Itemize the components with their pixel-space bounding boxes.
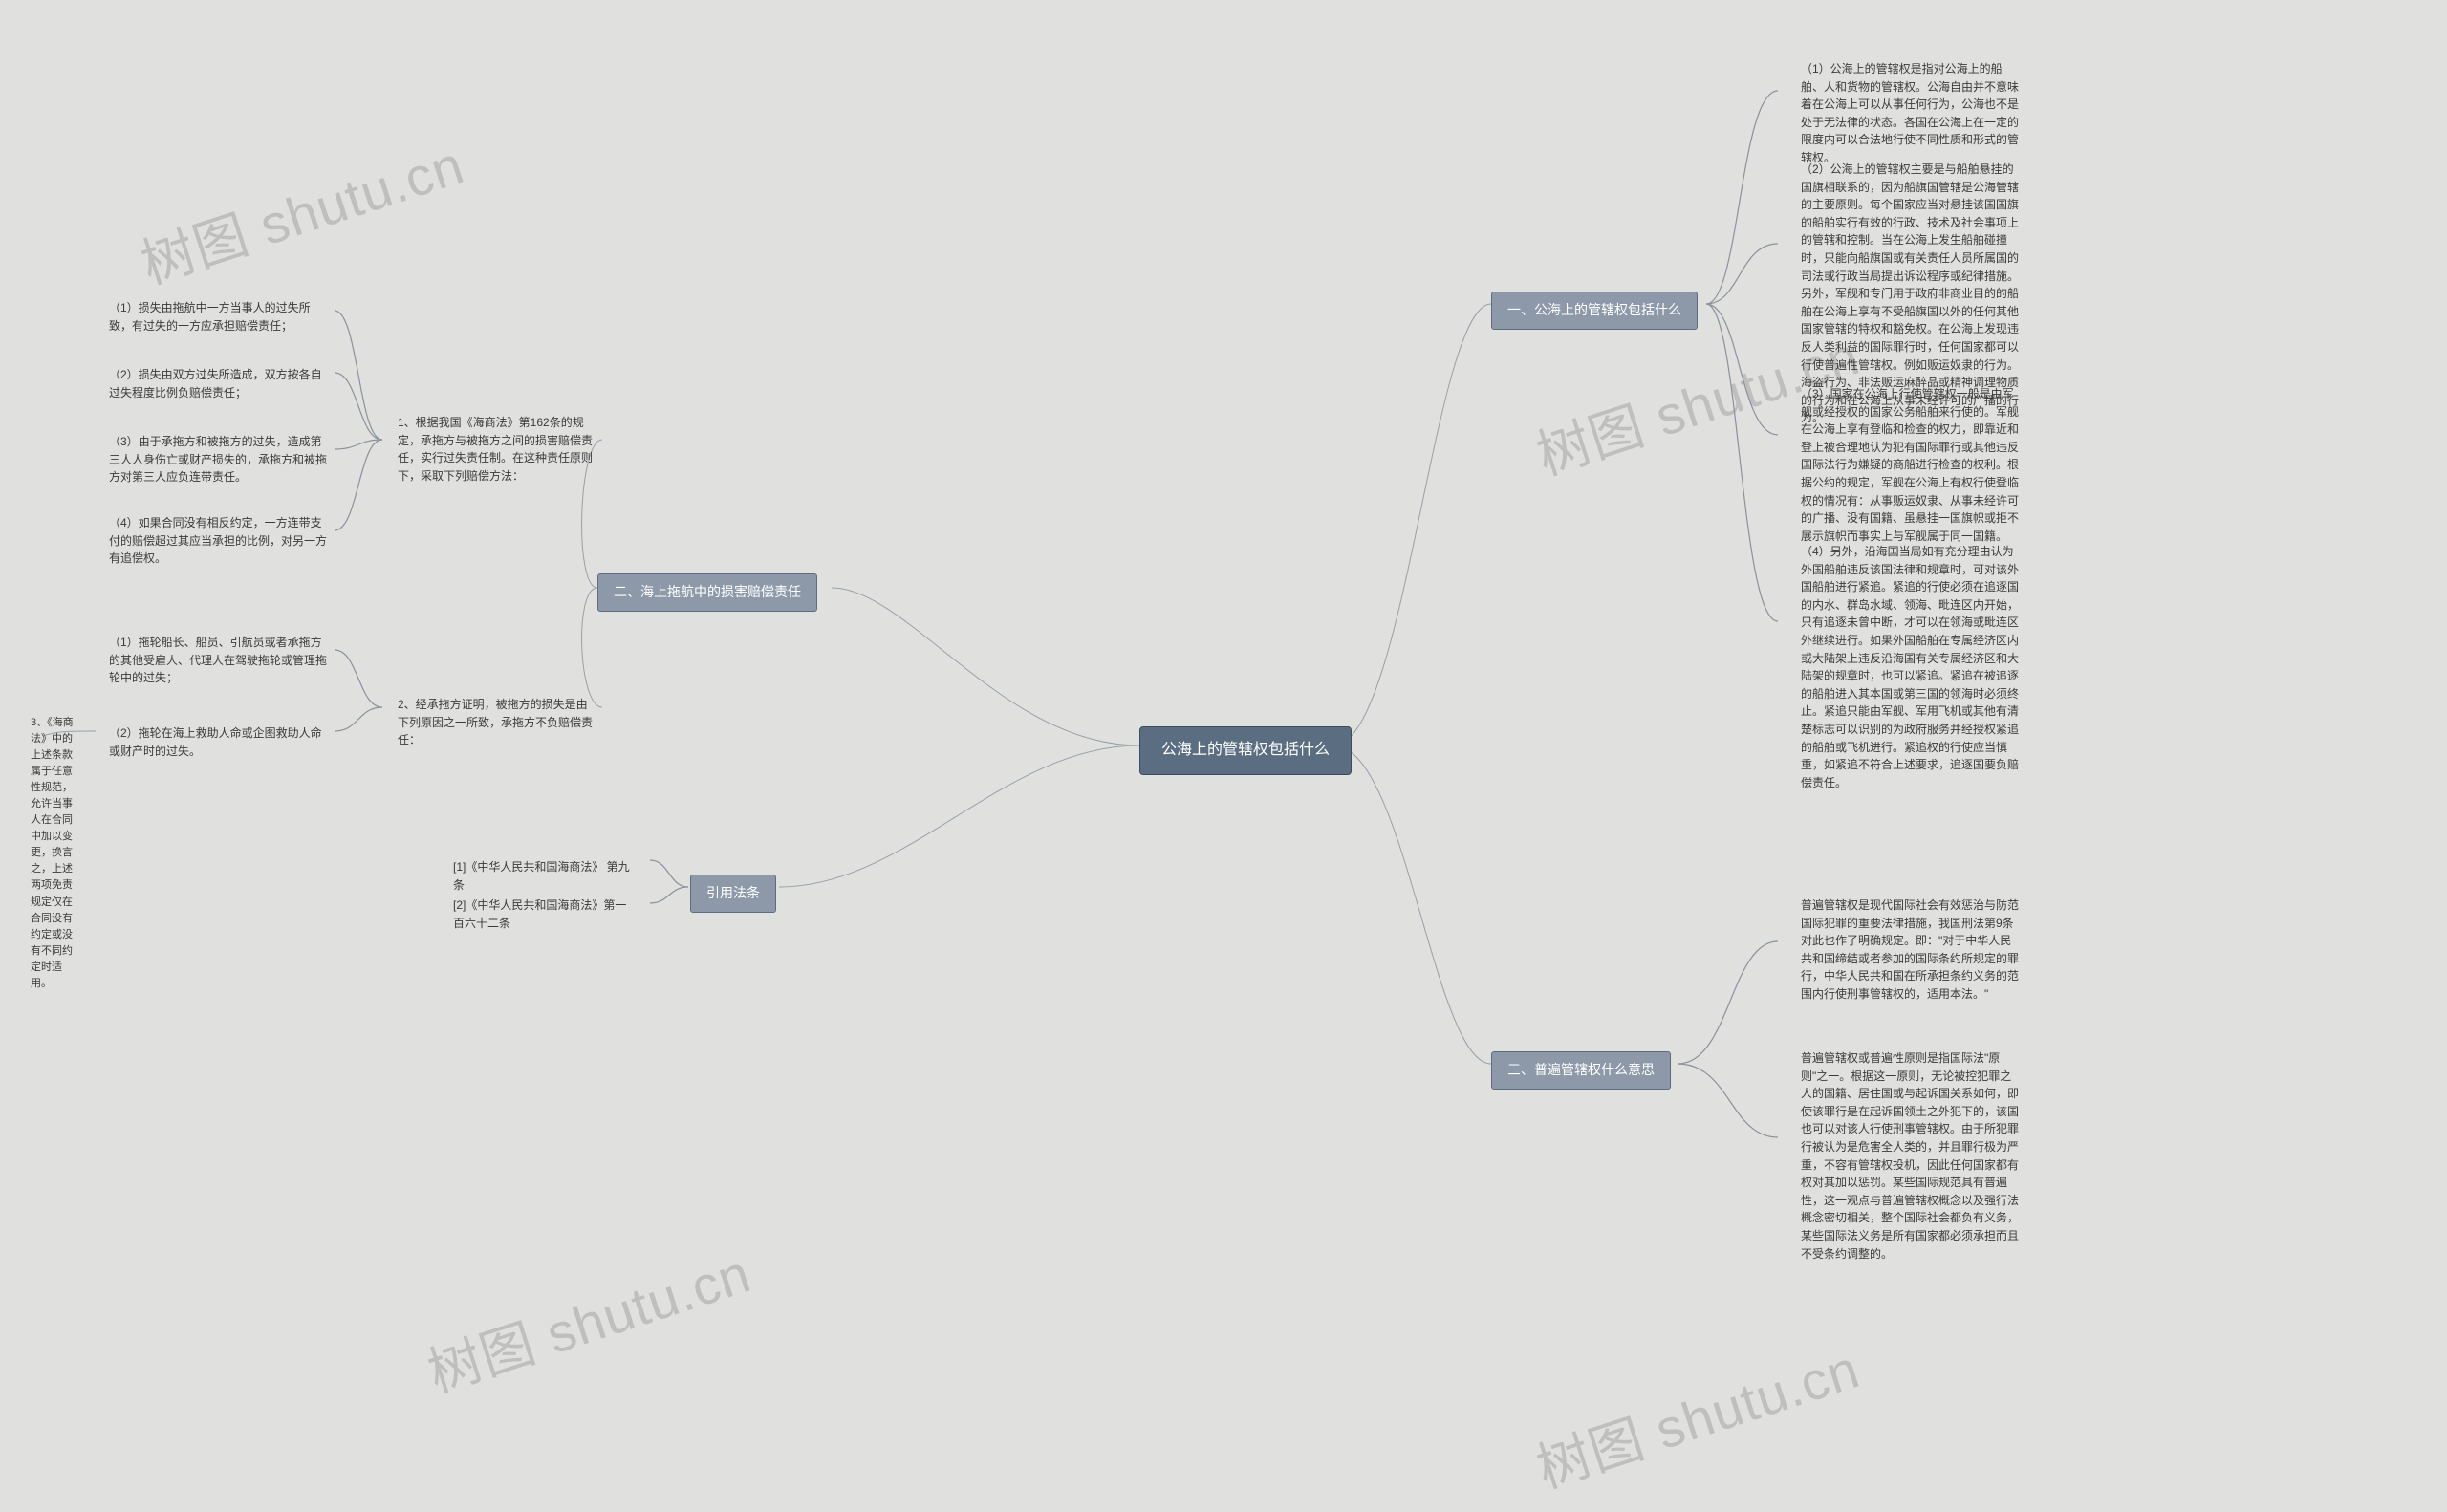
citations[interactable]: 引用法条: [690, 875, 776, 913]
section-2[interactable]: 二、海上拖航中的损害赔偿责任: [597, 573, 817, 612]
section-1-item-4: （4）另外，沿海国当局如有充分理由认为外国船舶违反该国法律和规章时，可对该外国船…: [1787, 535, 2036, 799]
watermark: 树图 shutu.cn: [417, 1231, 759, 1408]
section-3-item-2: 普遍管辖权或普遍性原则是指国际法"原则"之一。根据这一原则，无论被控犯罪之人的国…: [1787, 1042, 2036, 1270]
section-2-sub-1-item-3: （3）由于承拖方和被拖方的过失，造成第三人人身伤亡或财产损失的，承拖方和被拖方对…: [96, 425, 344, 494]
citation-2: [2]《中华人民共和国海商法》第一百六十二条: [440, 889, 650, 940]
section-3-item-1: 普遍管辖权是现代国际社会有效惩治与防范国际犯罪的重要法律措施，我国刑法第9条对此…: [1787, 889, 2036, 1011]
section-3[interactable]: 三、普遍管辖权什么意思: [1491, 1051, 1671, 1090]
root-node[interactable]: 公海上的管辖权包括什么: [1139, 726, 1352, 775]
section-1[interactable]: 一、公海上的管辖权包括什么: [1491, 292, 1698, 330]
section-2-sub-2: 2、经承拖方证明，被拖方的损失是由下列原因之一所致，承拖方不负赔偿责任：: [384, 688, 609, 757]
section-2-sub-2-item-1: （1）拖轮船长、船员、引航员或者承拖方的其他受雇人、代理人在驾驶拖轮或管理拖轮中…: [96, 626, 344, 695]
watermark: 树图 shutu.cn: [1526, 1327, 1868, 1503]
section-2-sub-1: 1、根据我国《海商法》第162条的规定，承拖方与被拖方之间的损害赔偿责任，实行过…: [384, 406, 609, 492]
watermark: 树图 shutu.cn: [130, 122, 472, 299]
section-2-sub-2-item-2: （2）拖轮在海上救助人命或企图救助人命或财产时的过失。: [96, 717, 344, 767]
section-2-sub-1-item-4: （4）如果合同没有相反约定，一方连带支付的赔偿超过其应当承担的比例，对另一方有追…: [96, 507, 344, 575]
section-2-sub-1-item-2: （2）损失由双方过失所造成，双方按各自过失程度比例负赔偿责任；: [96, 358, 344, 409]
section-1-item-3: （3）国家在公海上行使管辖权一般是由军舰或经授权的国家公务船舶来行使的。军舰在公…: [1787, 378, 2036, 552]
section-2-sub-1-item-1: （1）损失由拖航中一方当事人的过失所致，有过失的一方应承担赔偿责任；: [96, 292, 344, 342]
section-2-note: 3、《海商法》中的上述条款属于任意性规范，允许当事人在合同中加以变更，换言之，上…: [17, 707, 96, 1000]
